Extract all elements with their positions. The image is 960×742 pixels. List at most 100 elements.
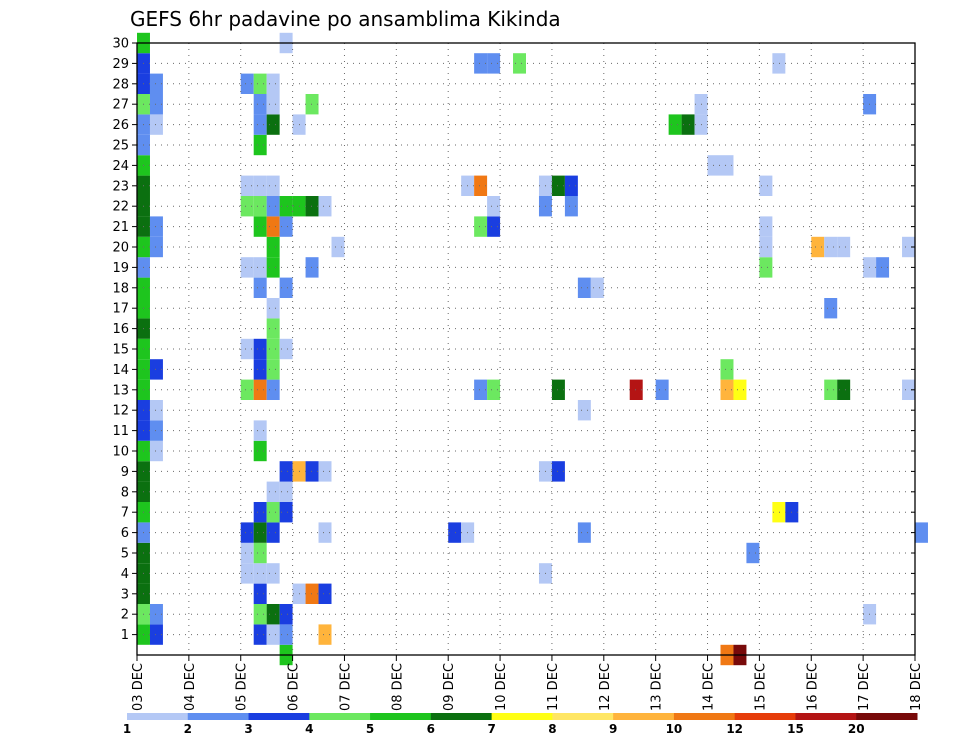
precip-cell <box>266 114 280 135</box>
precip-cell <box>266 481 280 502</box>
precip-cell <box>318 461 332 482</box>
precip-cell <box>253 196 267 217</box>
precip-cell <box>720 379 734 400</box>
colorbar-label: 7 <box>487 722 495 736</box>
y-tick-label: 27 <box>112 98 129 113</box>
precip-cell <box>253 440 267 462</box>
precip-cell <box>266 236 280 258</box>
precip-cell <box>253 175 267 196</box>
colorbar-swatch <box>491 713 553 720</box>
precip-cell <box>266 624 280 645</box>
colorbar-label: 5 <box>366 722 374 736</box>
precip-cell <box>253 379 267 400</box>
precip-cell <box>305 583 319 604</box>
precip-cell <box>279 338 293 360</box>
precip-cell <box>240 257 254 278</box>
precip-cell <box>759 236 773 258</box>
precip-cell <box>824 298 838 319</box>
precip-cell <box>577 522 591 543</box>
precip-cell <box>253 604 267 625</box>
precip-cell <box>279 196 293 217</box>
y-tick-label: 20 <box>112 241 129 256</box>
y-tick-label: 11 <box>112 424 129 439</box>
precip-cell <box>551 175 565 196</box>
y-tick-label: 4 <box>121 567 129 582</box>
x-tick-label: 16 DEC <box>805 663 820 711</box>
x-tick-label: 14 DEC <box>702 663 717 711</box>
precip-cell <box>318 624 332 645</box>
precip-cell <box>266 298 280 319</box>
axes: 1234567891011121314151617181920212223242… <box>112 37 924 711</box>
precip-cell <box>720 155 734 176</box>
precip-cell <box>240 196 254 217</box>
precip-cell <box>240 522 254 543</box>
y-tick-label: 7 <box>121 506 129 521</box>
precip-cell <box>240 338 254 360</box>
x-tick-label: 13 DEC <box>650 663 665 711</box>
precip-cell <box>266 359 280 380</box>
precip-cell <box>253 94 267 115</box>
precip-cell <box>279 604 293 625</box>
precip-cell <box>279 481 293 502</box>
precip-cell <box>448 522 462 543</box>
colorbar-swatch <box>430 713 493 720</box>
precip-cell <box>474 379 488 400</box>
precip-cell <box>266 73 280 94</box>
precip-cell <box>487 196 501 217</box>
precip-cell <box>487 379 501 400</box>
y-tick-label: 29 <box>112 57 129 72</box>
colorbar-label: 12 <box>726 722 743 736</box>
precip-cell <box>759 175 773 196</box>
precip-cell <box>551 461 565 482</box>
precip-cell <box>513 53 526 74</box>
y-tick-label: 26 <box>112 118 129 133</box>
precip-cell <box>824 379 838 400</box>
precip-cell <box>331 236 345 258</box>
x-tick-label: 03 DEC <box>131 663 146 711</box>
precip-cell <box>474 216 488 237</box>
precip-cell <box>266 338 280 360</box>
colorbar-swatch <box>187 713 250 720</box>
precip-cell <box>759 257 773 278</box>
colorbar-label: 10 <box>666 722 683 736</box>
precip-cell <box>253 583 267 604</box>
precip-cell <box>253 359 267 380</box>
precip-cell <box>240 542 254 564</box>
precip-cell <box>305 257 319 278</box>
precip-cell <box>837 236 851 258</box>
precip-cell <box>902 379 915 400</box>
colorbar: 1 2 3 4 5 6 7 8 9 10 12 15 20 <box>123 713 918 736</box>
colorbar-swatch <box>673 713 736 720</box>
precip-cell <box>772 502 786 523</box>
colorbar-swatch <box>248 713 310 720</box>
precip-cell <box>266 257 280 278</box>
y-tick-label: 1 <box>121 628 129 643</box>
precip-cell <box>253 624 267 645</box>
x-tick-label: 17 DEC <box>857 663 872 711</box>
precip-cell <box>720 359 734 380</box>
precip-cell <box>305 94 319 115</box>
precip-cell <box>149 236 163 258</box>
colorbar-swatch <box>856 713 918 720</box>
grid-lines <box>137 42 915 655</box>
precip-cell <box>772 53 786 74</box>
x-tick-label: 05 DEC <box>235 663 250 711</box>
precip-cell <box>474 53 488 74</box>
x-tick-label: 12 DEC <box>598 663 613 711</box>
precip-cell <box>266 216 280 237</box>
precip-cell <box>240 175 254 196</box>
x-tick-label: 09 DEC <box>442 663 457 711</box>
y-tick-label: 9 <box>121 465 129 480</box>
x-tick-label: 07 DEC <box>338 663 353 711</box>
precip-cell <box>487 216 501 237</box>
precip-cell <box>837 379 851 400</box>
colorbar-label: 9 <box>609 722 617 736</box>
precip-cell <box>266 563 280 584</box>
precip-cell <box>253 338 267 360</box>
precip-cell <box>253 216 267 237</box>
precip-cell <box>318 583 332 604</box>
precip-cell <box>629 379 643 400</box>
colorbar-swatch <box>127 713 189 720</box>
precip-cell <box>707 155 721 176</box>
precip-cell <box>149 94 163 115</box>
